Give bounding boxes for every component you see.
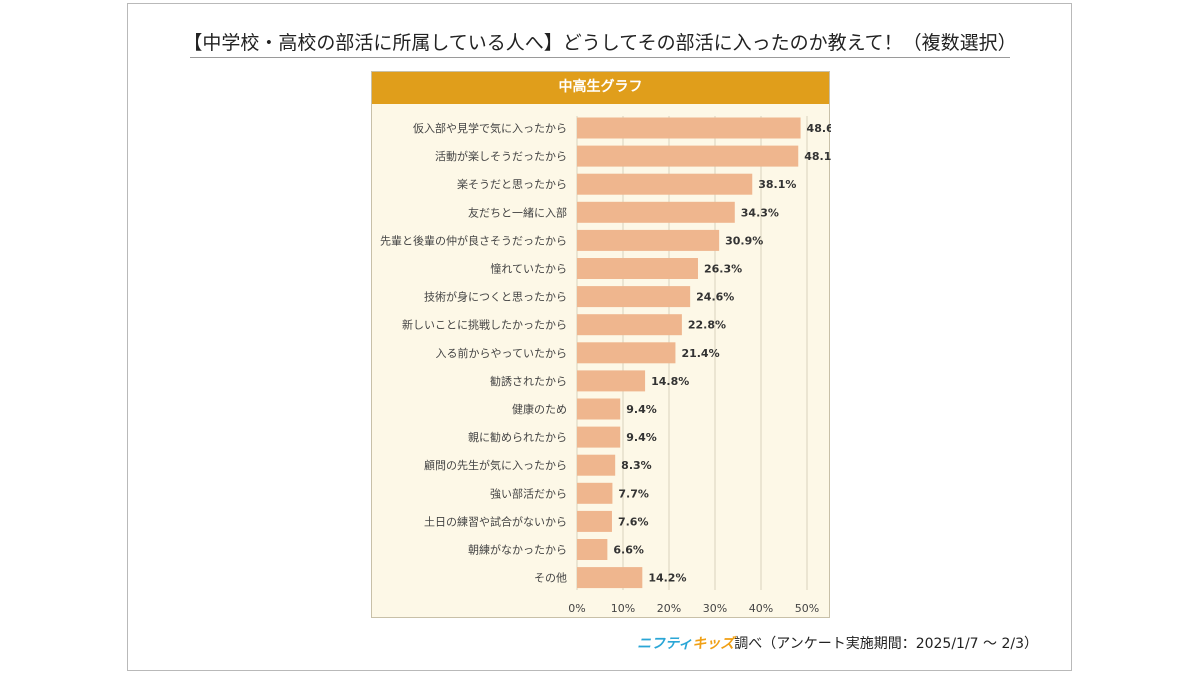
category-label: 強い部活だから [490, 486, 567, 500]
category-label: 勧誘されたから [490, 374, 567, 388]
category-label: 入る前からやっていたから [436, 346, 567, 360]
bar [577, 173, 753, 195]
value-label: 6.6% [613, 544, 644, 557]
value-label: 26.3% [704, 263, 742, 276]
x-tick-label: 20% [657, 602, 681, 615]
bar [577, 454, 616, 476]
value-label: 8.3% [621, 459, 652, 472]
bar [577, 342, 676, 364]
x-tick-label: 10% [611, 602, 635, 615]
labels: 0% 10% 20% 30% 40% 50% 仮入部や見学で気に入ったから 48.6% 活動が楽… [380, 121, 831, 615]
category-label: 朝練がなかったから [468, 543, 567, 557]
category-label: 健康のため [512, 402, 567, 416]
title-divider [190, 57, 1010, 58]
bar [577, 201, 735, 223]
value-label: 48.1% [804, 150, 831, 163]
bar [577, 539, 608, 560]
category-label: 仮入部や見学で気に入ったから [413, 121, 567, 135]
category-label: 顧問の先生が気に入ったから [424, 458, 567, 472]
bars [577, 117, 801, 589]
logo-part-nifty: ニフティ [637, 636, 693, 652]
category-label: 親に勧められたから [468, 430, 567, 444]
value-label: 9.4% [626, 403, 657, 416]
bar [577, 567, 643, 589]
x-tick-label: 50% [795, 602, 819, 615]
chart-title: 中高生グラフ [372, 72, 829, 104]
category-label: 技術が身につくと思ったから [424, 290, 567, 304]
x-tick-label: 30% [703, 602, 727, 615]
bar [577, 510, 612, 532]
bar [577, 145, 799, 167]
value-label: 7.7% [618, 487, 649, 500]
value-label: 21.4% [681, 347, 719, 360]
category-label: 楽そうだと思ったから [457, 178, 567, 191]
bar [577, 370, 646, 392]
niftykids-logo: ニフティキッズ [637, 636, 734, 652]
logo-part-kids: キッズ [692, 636, 735, 652]
bar [577, 426, 621, 448]
category-label: 憧れていたから [490, 262, 567, 276]
source-credit: ニフティキッズ調べ（アンケート実施期間：2025/1/7 ～ 2/3） [637, 633, 1038, 653]
bar [577, 398, 621, 420]
bar [577, 117, 801, 139]
category-label: その他 [534, 572, 567, 585]
category-label: 先輩と後輩の仲が良さそうだったから [380, 233, 567, 247]
value-label: 14.8% [651, 375, 689, 388]
bar [577, 229, 720, 251]
x-tick-label: 40% [749, 602, 773, 615]
value-label: 7.6% [618, 515, 649, 528]
category-label: 新しいことに挑戦したかったから [402, 318, 567, 332]
value-label: 48.6% [807, 122, 831, 135]
value-label: 38.1% [758, 178, 796, 191]
chart-panel: 中高生グラフ 0% 10% 20% 30% 40% 50% 仮入部や見学で気に入ったから 48… [371, 71, 831, 618]
category-label: 友だちと一緒に入部 [468, 205, 567, 219]
page-title: 【中学校・高校の部活に所属している人へ】どうしてその部活に入ったのか教えて！（複… [183, 32, 1017, 54]
x-tick-label: 0% [568, 602, 585, 615]
source-text: 調べ（アンケート実施期間：2025/1/7 ～ 2/3） [734, 636, 1038, 652]
value-label: 14.2% [648, 572, 686, 585]
value-label: 9.4% [626, 431, 657, 444]
bar [577, 482, 613, 504]
value-label: 30.9% [725, 234, 763, 247]
bar [577, 258, 698, 279]
bar [577, 314, 682, 336]
value-label: 24.6% [696, 291, 734, 304]
bar-chart: 0% 10% 20% 30% 40% 50% 仮入部や見学で気に入ったから 48.6% 活動が楽… [380, 116, 831, 615]
value-label: 22.8% [688, 319, 726, 332]
bar [577, 286, 691, 308]
category-label: 活動が楽しそうだったから [435, 149, 567, 163]
category-label: 土日の練習や試合がないから [424, 514, 567, 528]
value-label: 34.3% [741, 206, 779, 219]
